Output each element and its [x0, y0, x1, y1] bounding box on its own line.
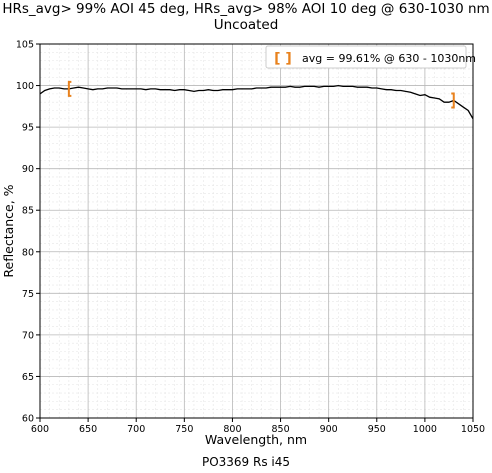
reflectance-series-line — [39, 84, 474, 120]
x-tick-label: 800 — [223, 424, 241, 435]
chart-title: HRs_avg> 99% AOI 45 deg, HRs_avg> 98% AO… — [2, 1, 490, 17]
x-tick-label: 650 — [79, 424, 97, 435]
y-tick-label: 90 — [22, 164, 34, 175]
y-tick-label: 60 — [22, 414, 34, 425]
minor-grid — [40, 44, 473, 418]
x-tick-label: 700 — [127, 424, 145, 435]
legend-marker: [ ] — [274, 51, 292, 67]
legend-box — [265, 45, 467, 69]
legend: [ ] avg = 99.61% @ 630 - 1030nm — [265, 45, 476, 69]
avg-end-marker — [451, 92, 455, 109]
x-axis: 600 650 700 750 800 850 900 950 1000 1050 — [31, 418, 485, 435]
chart-subtitle: Uncoated — [213, 17, 279, 33]
x-axis-label: Wavelength, nm — [205, 432, 307, 447]
x-tick-label: 1050 — [461, 424, 485, 435]
avg-markers — [67, 80, 455, 109]
chart-caption: PO3369 Rs i45 — [201, 455, 291, 469]
legend-label: avg = 99.61% @ 630 - 1030nm — [302, 52, 476, 65]
plot-frame — [39, 43, 474, 419]
x-tick-label: 750 — [175, 424, 193, 435]
major-grid — [40, 44, 473, 418]
series-layer — [39, 84, 474, 120]
x-tick-label: 900 — [320, 424, 338, 435]
y-tick-label: 105 — [16, 40, 34, 51]
y-tick-label: 95 — [22, 123, 34, 134]
x-tick-label: 1000 — [413, 424, 437, 435]
avg-start-marker — [67, 80, 72, 97]
x-tick-label: 600 — [31, 424, 49, 435]
y-axis-label: Reflectance, % — [1, 184, 16, 277]
y-tick-label: 100 — [16, 81, 34, 92]
y-tick-label: 80 — [22, 247, 34, 258]
y-tick-label: 85 — [22, 206, 34, 217]
y-tick-label: 65 — [22, 372, 34, 383]
x-tick-label: 950 — [368, 424, 386, 435]
y-tick-label: 75 — [22, 289, 34, 300]
y-axis: 60 65 70 75 80 85 90 95 100 105 — [16, 40, 40, 425]
y-tick-label: 70 — [22, 330, 34, 341]
x-tick-label: 850 — [271, 424, 289, 435]
